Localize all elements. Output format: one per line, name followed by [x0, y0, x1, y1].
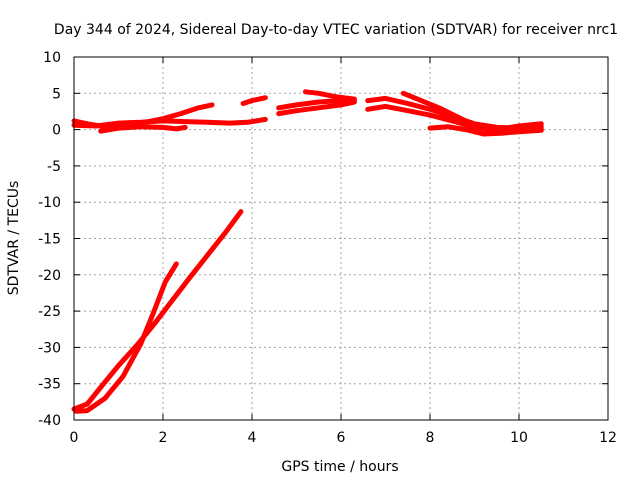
data-series [71, 89, 544, 414]
x-tick-label: 6 [337, 430, 346, 446]
y-tick-label: 5 [52, 86, 61, 102]
y-tick-label: 0 [52, 123, 61, 139]
y-tick-label: 10 [43, 50, 61, 66]
series-arc-upper-e [276, 98, 357, 111]
x-tick-label: 0 [70, 430, 79, 446]
y-tick-label: -35 [38, 377, 61, 393]
grid-lines [74, 57, 608, 420]
y-tick-label: -5 [47, 159, 61, 175]
x-tick-label: 4 [248, 430, 257, 446]
x-tick-label: 8 [426, 430, 435, 446]
y-axis-label: SDTVAR / TECUs [6, 181, 22, 296]
series-arc-lower-b [73, 261, 179, 414]
chart-title: Day 344 of 2024, Sidereal Day-to-day VTE… [54, 22, 618, 38]
series-arc-lower-a [71, 209, 244, 412]
x-tick-label: 10 [510, 430, 528, 446]
x-tick-label: 2 [159, 430, 168, 446]
series-arc-upper-b [71, 116, 268, 129]
y-tick-label: -10 [38, 195, 61, 211]
y-tick-label: -30 [38, 340, 61, 356]
series-arc-upper-j [400, 90, 544, 133]
series-arc-upper-k [427, 124, 544, 137]
x-axis-label: GPS time / hours [281, 459, 398, 475]
series-arc-upper-d [240, 95, 268, 106]
series-arc-upper-g [302, 89, 357, 102]
axis-ticks: 0 2 4 6 8 10 12 10 5 0 -5 -10 -15 -20 -25 -30 -35 -40 [38, 50, 617, 446]
series-arc-upper-c [98, 124, 188, 134]
series-arc-upper-f [276, 99, 357, 117]
y-tick-label: -25 [38, 304, 61, 320]
y-tick-label: -40 [38, 413, 61, 429]
y-tick-label: -15 [38, 232, 61, 248]
y-tick-label: -20 [38, 268, 61, 284]
x-tick-label: 12 [599, 430, 617, 446]
